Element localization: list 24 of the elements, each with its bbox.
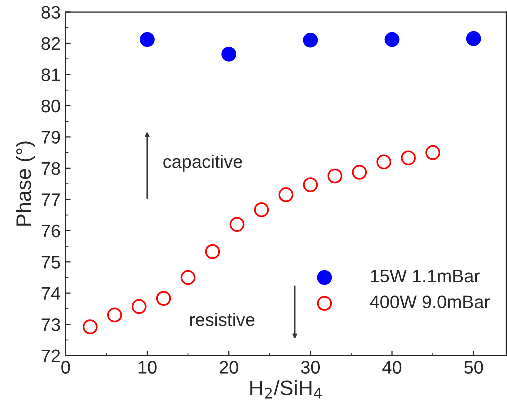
y-tick-label: 72 [42, 350, 60, 362]
y-tick-label: 79 [42, 131, 60, 144]
x-tick-label: 50 [464, 361, 484, 374]
x-tick-label: 30 [301, 361, 320, 374]
y-tick-label: 83 [42, 6, 60, 19]
y-tick-label: 77 [42, 194, 60, 206]
y-tick-label: 81 [42, 68, 60, 82]
y-axis-title: Phase (°) [16, 142, 36, 226]
legend-label: 400W 9.0mBar [370, 296, 490, 309]
x-tick-label: 10 [138, 361, 157, 374]
annotation: resistive [190, 313, 255, 326]
x-tick-label: 40 [382, 361, 402, 374]
x-axis-title: H$_{2}$/SiH$_{4}$ [250, 380, 322, 399]
y-tick-label: 76 [42, 224, 60, 238]
x-tick-label: 0 [62, 361, 70, 374]
y-tick-label: 82 [42, 37, 60, 50]
annotation: capacitive [164, 155, 242, 172]
legend-label: 15W 1.1mBar [371, 270, 480, 283]
y-tick-label: 73 [42, 318, 60, 332]
y-tick-label: 80 [42, 100, 60, 113]
y-tick-label: 74 [42, 287, 61, 300]
y-tick-label: 78 [42, 162, 60, 176]
y-tick-label: 75 [42, 256, 60, 269]
x-tick-label: 20 [220, 361, 238, 374]
